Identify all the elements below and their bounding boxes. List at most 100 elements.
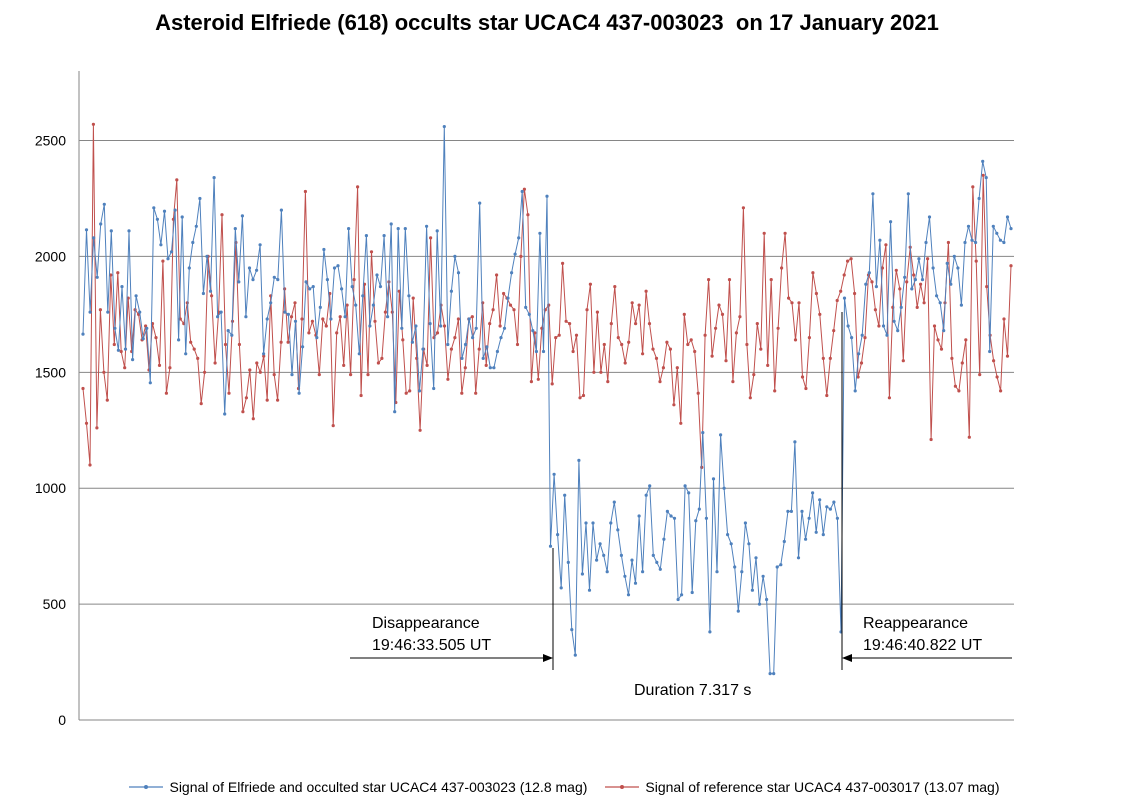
data-point [696,391,700,395]
data-point [380,356,384,360]
data-point [173,208,177,212]
data-point [679,421,683,425]
data-point [343,315,347,319]
data-point [715,570,719,574]
data-point [818,498,822,502]
data-point [924,240,928,245]
gridlines [79,140,1014,605]
data-point [105,398,109,402]
data-point [559,586,563,590]
data-point [644,289,648,293]
data-point [966,224,971,228]
data-point [627,340,631,344]
data-point [887,396,892,400]
data-point [839,289,843,293]
data-point [720,312,725,316]
data-point [719,433,723,437]
y-tick-labels: 0 500 1000 1500 2000 2500 [35,133,66,728]
data-point [338,315,342,319]
data-point [755,322,759,326]
data-point [634,322,638,326]
data-point [846,259,850,263]
data-point [357,352,361,356]
data-point [329,317,333,321]
data-point [828,507,833,511]
data-point [99,222,103,226]
data-point [191,240,195,245]
data-point [237,280,241,284]
data-point [396,227,400,231]
data-point [857,352,861,356]
data-point [361,294,365,298]
data-point [949,282,953,286]
data-point [566,560,570,565]
data-point [184,352,188,356]
data-point [212,176,216,180]
data-point [554,336,558,340]
data-point [467,317,471,321]
data-point [230,333,234,337]
data-point [550,382,554,386]
data-point [290,373,294,377]
data-point [995,375,999,379]
data-point [177,338,181,342]
data-point [669,514,673,518]
data-point [474,391,478,395]
data-point [853,291,857,296]
legend-label-occulted-star: Signal of Elfriede and occulted star UCA… [169,779,588,795]
data-point [856,375,860,379]
data-point [325,278,329,282]
data-point [92,236,96,240]
data-point [945,261,949,265]
data-point [506,296,510,300]
data-point [366,373,370,377]
data-point [936,338,940,342]
y-tick-label: 2500 [35,133,66,149]
data-point [938,301,942,305]
data-point [88,463,92,467]
data-point [545,194,549,198]
data-point [321,317,325,321]
data-point [81,386,85,391]
data-point [796,556,801,560]
data-point [613,285,617,289]
data-point [159,243,163,247]
data-point [286,340,290,344]
data-point [255,268,259,272]
data-point [332,266,337,270]
data-point [773,389,777,393]
data-point [279,340,283,344]
data-point [901,359,905,363]
data-point [382,234,386,238]
data-point [308,287,312,291]
data-point [519,254,523,258]
data-point [1009,227,1013,231]
data-point [648,484,652,488]
data-point [134,294,138,298]
data-point [522,187,527,191]
data-point [484,363,488,367]
data-point [849,257,853,261]
data-point [383,310,387,314]
data-point [568,322,572,326]
data-point [336,264,340,268]
data-point [303,189,307,194]
legend-label-reference-star: Signal of reference star UCAC4 437-00301… [645,779,1000,795]
data-point [658,380,662,384]
data-point [210,294,214,298]
data-point [864,282,868,286]
data-point [481,356,485,360]
data-point [978,373,982,377]
data-point [623,574,627,578]
data-point [998,238,1003,242]
data-point [449,347,453,351]
data-point [981,159,985,163]
series-layer [81,122,1013,676]
data-point [708,630,712,634]
data-point [587,588,592,592]
data-point [84,228,89,232]
data-point [393,410,397,414]
data-point [960,361,964,365]
data-point [138,310,142,314]
data-point [995,231,999,235]
